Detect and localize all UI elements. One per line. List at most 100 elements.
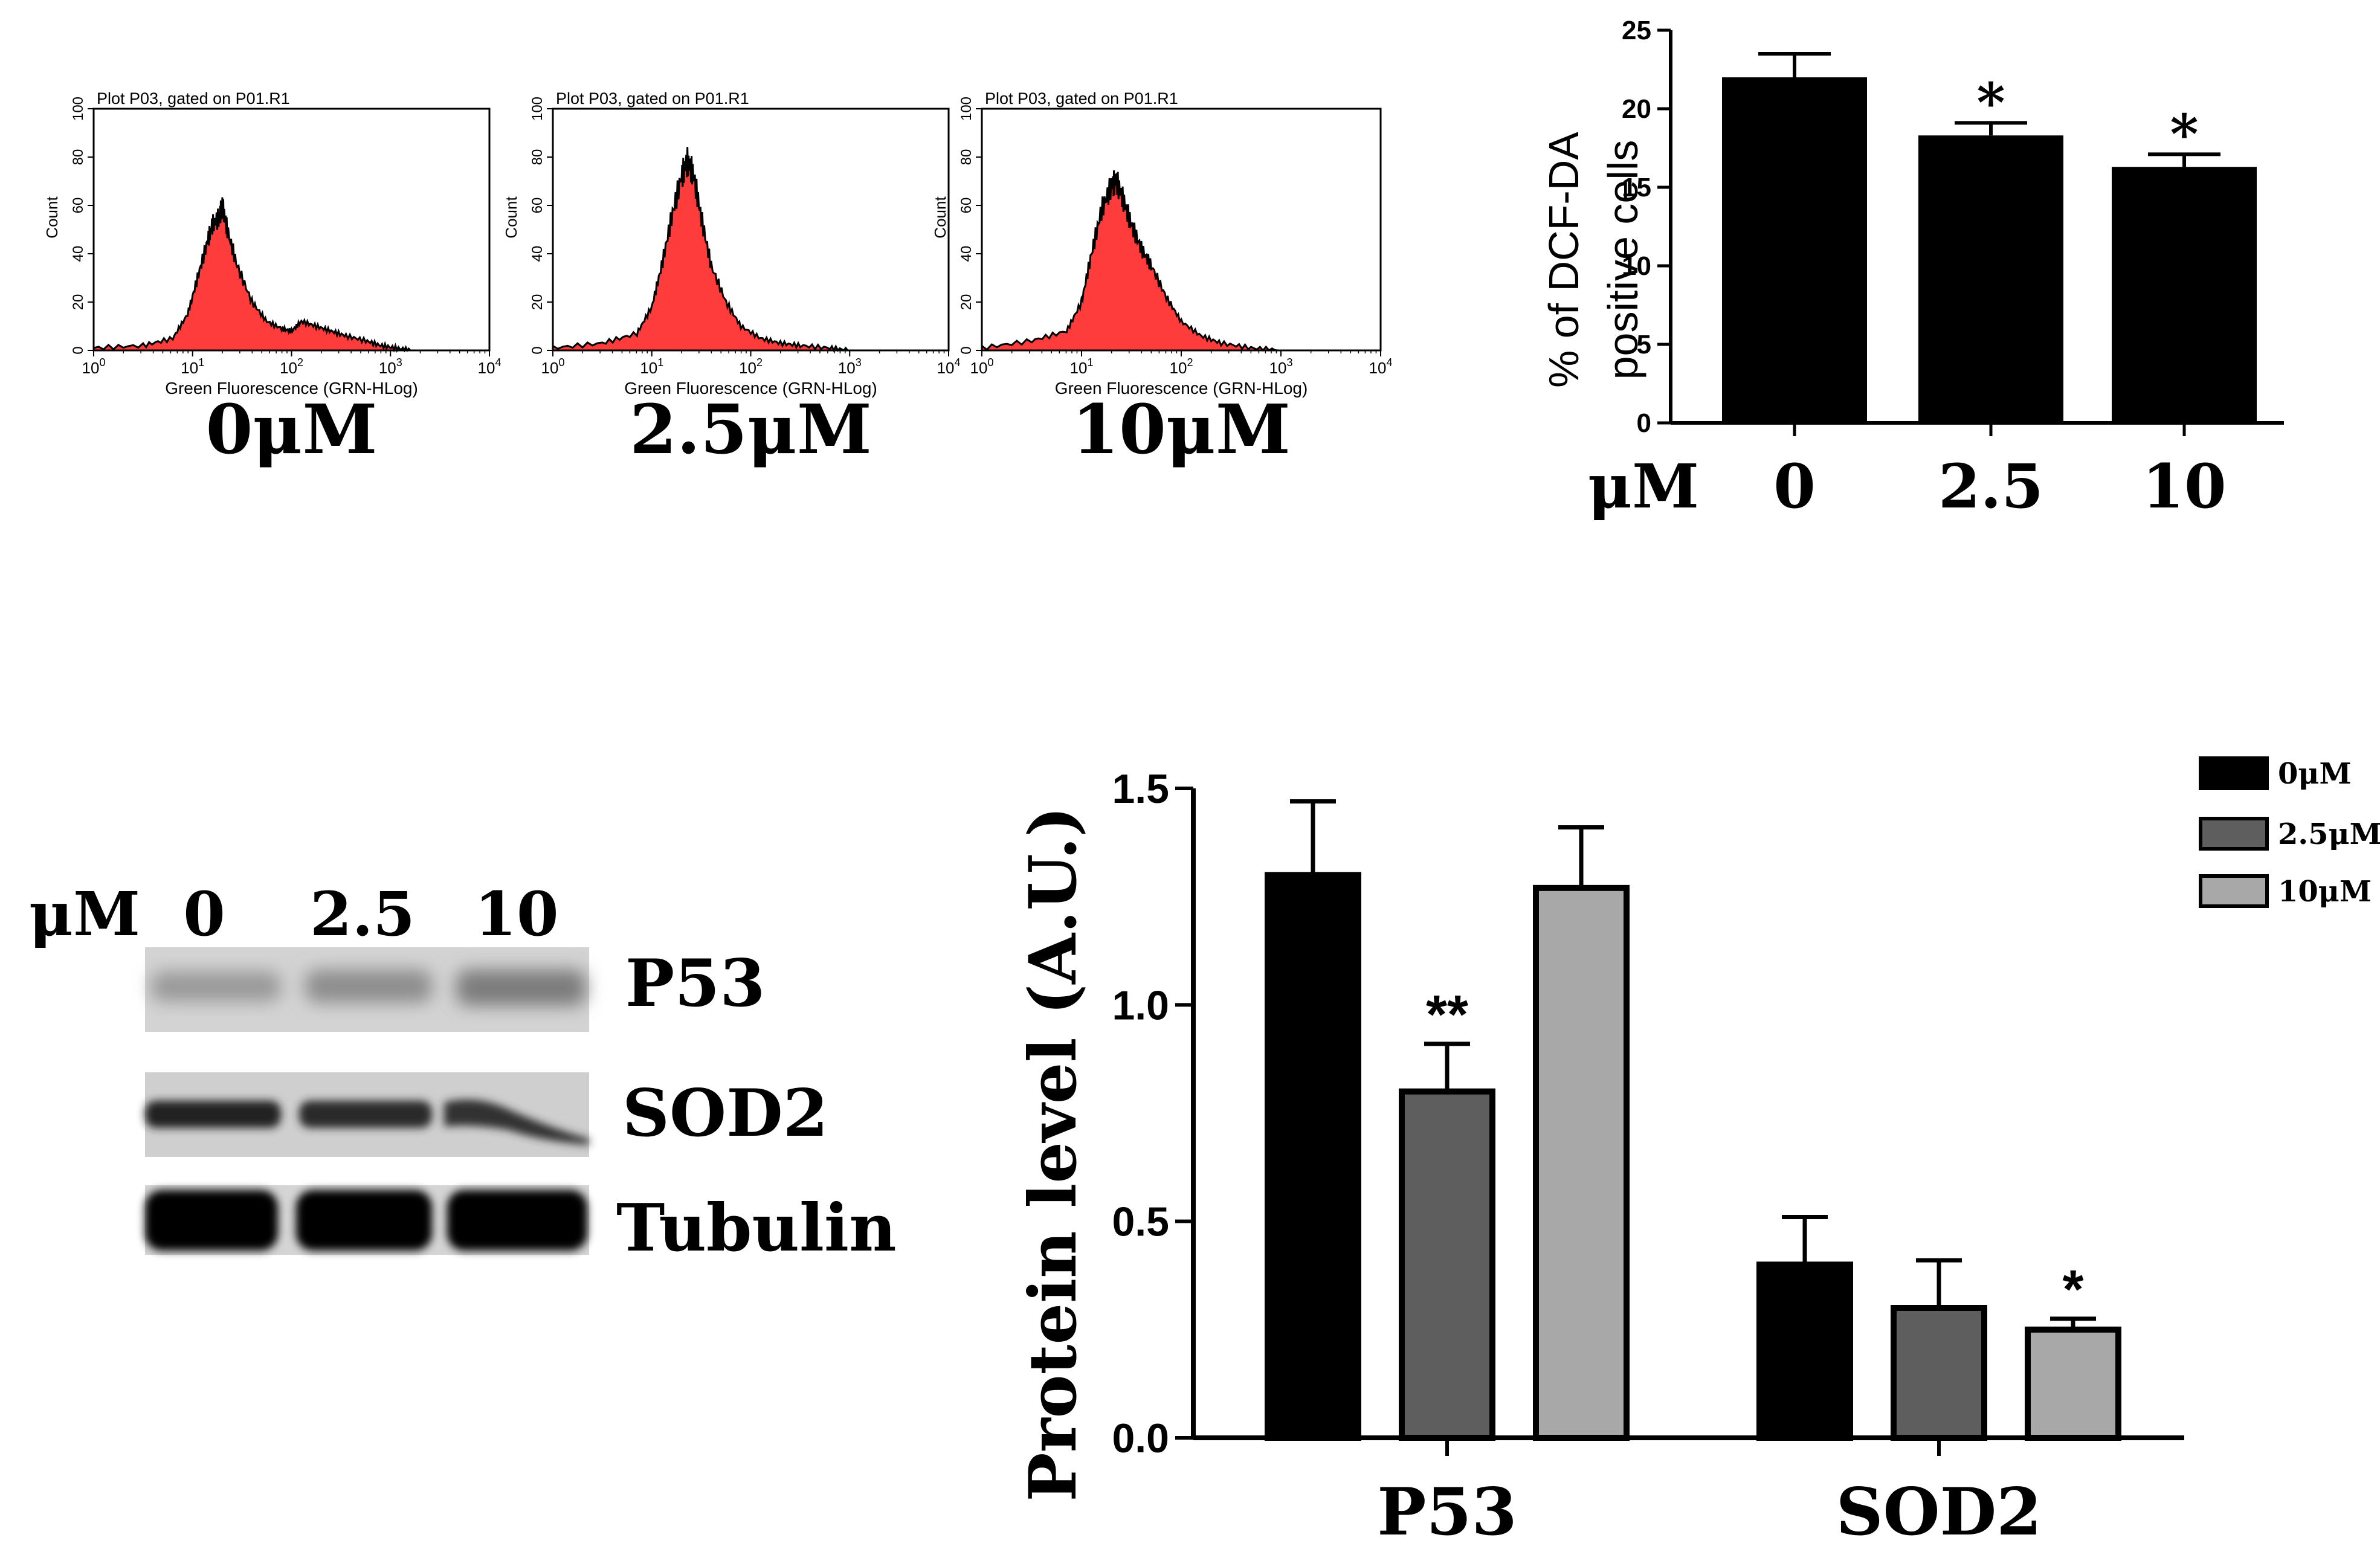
chart2-significance: * (2062, 1260, 2083, 1320)
histogram-panel: Plot P03, gated on P01.R1 0 20 40 60 80 100 Cou… (43, 89, 501, 469)
histogram-ytick-label: 40 (529, 246, 546, 262)
chart2-ytick-label: 1.5 (1112, 766, 1169, 812)
histogram-frame (981, 108, 1382, 352)
histogram-ytick-label: 60 (958, 198, 975, 214)
histogram-caption: 2.5μM (630, 390, 872, 469)
histogram-xtick-label: 102 (739, 356, 763, 377)
histogram-ytick-label: 20 (529, 294, 546, 311)
histogram-ytick-label: 80 (70, 149, 86, 166)
chart1-ytick-label: 5 (1637, 330, 1651, 359)
histogram-panel: Plot P03, gated on P01.R1 0 20 40 60 80 100 Cou… (502, 89, 960, 469)
chart1-ylabel-line2: positive cells (1599, 140, 1646, 380)
chart2-bar (1265, 872, 1361, 1441)
histogram-ytick-label: 80 (529, 149, 546, 166)
histogram-xtick-label: 102 (280, 356, 303, 377)
histogram-ytick-label: 40 (70, 246, 86, 262)
histogram-curve (552, 147, 850, 353)
western-blot: μM 0 2.5 10 P53 SOD2 (29, 878, 897, 1266)
chart1-ytick-label: 0 (1637, 408, 1651, 438)
chart1-ytick-label: 20 (1622, 94, 1651, 124)
histogram-header: Plot P03, gated on P01.R1 (556, 89, 749, 108)
dcf-da-bar-chart: % of DCF-DA positive cells μM 0 5 10 15 20 25… (1540, 16, 2284, 522)
histogram-xtick-label: 104 (478, 356, 501, 377)
histogram-frame (552, 108, 950, 352)
histogram-ylabel: Count (43, 196, 61, 239)
blot-band-sod2: SOD2 (622, 1075, 828, 1151)
flow-histograms: Plot P03, gated on P01.R1 0 20 40 60 80 100 Cou… (43, 89, 1392, 469)
histogram-header: Plot P03, gated on P01.R1 (97, 89, 290, 108)
chart2-significance: ** (1426, 985, 1468, 1045)
histogram-ytick-label: 100 (529, 97, 546, 121)
chart1-significance: * (1976, 71, 2005, 135)
histogram-xtick-label: 104 (937, 356, 961, 377)
chart2-bar (1533, 884, 1630, 1441)
blot-band-tubulin: Tubulin (616, 1190, 897, 1266)
chart1-bar (1722, 77, 1867, 423)
histogram-xlabel: Green Fluorescence (GRN-HLog) (1055, 379, 1308, 398)
chart1-significance: * (2170, 102, 2198, 166)
blot-band-p53: P53 (625, 945, 766, 1022)
chart2-ytick-label: 1.0 (1112, 982, 1169, 1028)
histogram-ytick-label: 20 (958, 294, 975, 311)
histogram-ylabel: Count (502, 196, 520, 239)
histogram-xtick-label: 101 (1070, 356, 1094, 377)
chart1-xtick-label: 2.5 (1938, 451, 2043, 522)
chart2-xtick-label: P53 (1377, 1474, 1517, 1550)
histogram-ytick-label: 60 (529, 198, 546, 214)
histogram-ytick-label: 20 (70, 294, 86, 311)
histogram-ytick-label: 100 (958, 97, 975, 121)
legend-label: 0μM (2278, 757, 2352, 791)
histogram-ytick-label: 0 (529, 346, 546, 354)
blot-strip-sod2 (145, 1072, 589, 1157)
histogram-ytick-label: 0 (70, 346, 86, 354)
histogram-ytick-label: 100 (70, 97, 86, 121)
blot-strip-p53 (145, 947, 589, 1032)
legend-label: 10μM (2278, 875, 2372, 909)
legend-swatch (2199, 756, 2269, 790)
chart2-bar (1891, 1305, 1987, 1441)
chart1-bar (2112, 167, 2257, 423)
histogram-xlabel: Green Fluorescence (GRN-HLog) (624, 379, 877, 398)
chart2-bar (2025, 1326, 2121, 1441)
chart1-xtick-label: 10 (2142, 451, 2226, 522)
chart1-ytick-label: 10 (1622, 251, 1651, 281)
histogram-ytick-label: 60 (70, 198, 86, 214)
histogram-ytick-label: 0 (958, 346, 975, 354)
chart2-legend: 0μM 2.5μM 10μM (2199, 756, 2380, 909)
histogram-xtick-label: 103 (838, 356, 862, 377)
histogram-xtick-label: 102 (1170, 356, 1193, 377)
histogram-xtick-label: 100 (541, 356, 565, 377)
histogram-panel: Plot P03, gated on P01.R1 0 20 40 60 80 100 Cou… (931, 89, 1392, 469)
blot-strip-tubulin (145, 1185, 589, 1255)
histogram-caption: 0μM (206, 390, 378, 469)
histogram-frame (92, 108, 491, 352)
legend-swatch (2199, 874, 2269, 908)
histogram-xtick-label: 100 (82, 356, 106, 377)
chart1-xlabel: μM (1588, 451, 1699, 522)
histogram-xtick-label: 101 (640, 356, 663, 377)
chart2-bar (1756, 1261, 1853, 1441)
chart1-ytick-label: 25 (1622, 16, 1651, 45)
histogram-ylabel: Count (931, 196, 949, 239)
chart1-bar (1918, 135, 2063, 423)
histogram-xtick-label: 101 (181, 356, 204, 377)
protein-level-bar-chart: Protein level (A.U.) 0.0 0.5 1.0 1.5 ** P53 * S… (1015, 766, 2184, 1550)
histogram-header: Plot P03, gated on P01.R1 (985, 89, 1178, 108)
histogram-curve (92, 197, 413, 353)
histogram-ytick-label: 40 (958, 246, 975, 262)
chart1-xtick-label: 0 (1773, 451, 1816, 522)
histogram-xtick-label: 100 (970, 356, 994, 377)
blot-lane-0: 0 (183, 878, 225, 950)
histogram-caption: 10μM (1072, 390, 1291, 469)
histogram-xlabel: Green Fluorescence (GRN-HLog) (165, 379, 418, 398)
histogram-xtick-label: 103 (379, 356, 402, 377)
histogram-xtick-label: 104 (1369, 356, 1393, 377)
legend-swatch (2199, 817, 2269, 851)
chart2-ylabel: Protein level (A.U.) (1015, 806, 1091, 1501)
histogram-ytick-label: 80 (958, 149, 975, 166)
legend-label: 2.5μM (2278, 817, 2380, 851)
chart1-ytick-label: 15 (1622, 173, 1651, 202)
blot-lane-2: 10 (474, 878, 558, 950)
